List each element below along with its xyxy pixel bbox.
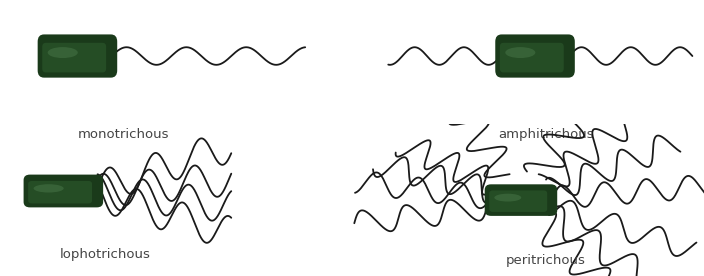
- Ellipse shape: [494, 194, 521, 201]
- FancyBboxPatch shape: [24, 175, 103, 207]
- FancyBboxPatch shape: [484, 184, 558, 216]
- FancyBboxPatch shape: [38, 34, 117, 78]
- FancyBboxPatch shape: [500, 43, 564, 72]
- Ellipse shape: [34, 184, 63, 193]
- Text: monotrichous: monotrichous: [77, 128, 169, 141]
- FancyBboxPatch shape: [42, 43, 106, 72]
- Text: amphitrichous: amphitrichous: [498, 128, 593, 141]
- Ellipse shape: [505, 47, 535, 58]
- Text: peritrichous: peritrichous: [505, 254, 586, 267]
- FancyBboxPatch shape: [28, 181, 92, 203]
- Text: lophotrichous: lophotrichous: [60, 248, 151, 261]
- Ellipse shape: [48, 47, 77, 58]
- FancyBboxPatch shape: [489, 190, 547, 212]
- FancyBboxPatch shape: [496, 34, 575, 78]
